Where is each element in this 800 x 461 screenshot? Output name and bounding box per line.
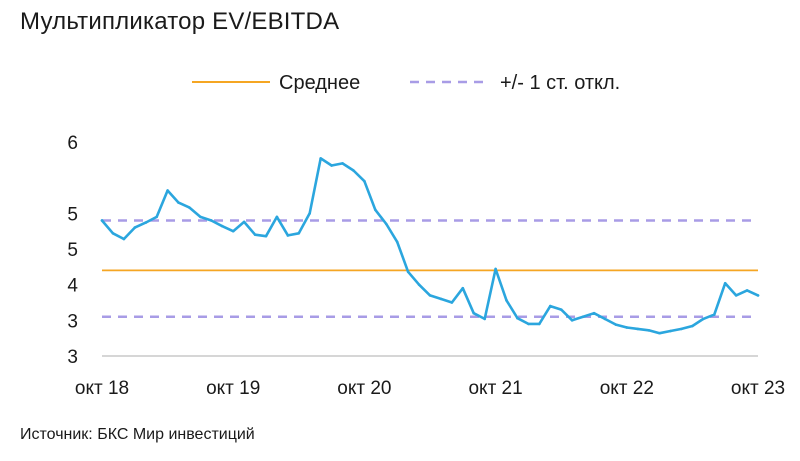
series-point [450, 301, 454, 304]
chart-title: Мультипликатор EV/EBITDA [20, 8, 340, 35]
series-point [647, 329, 650, 332]
series-point [144, 221, 148, 224]
series-point [395, 240, 399, 244]
series-point [308, 212, 312, 215]
source-note: Источник: БКС Мир инвестиций [20, 426, 255, 443]
series-point [538, 322, 541, 326]
series-point [253, 233, 257, 237]
series-point [417, 283, 421, 286]
y-tick-label: 5 [67, 204, 78, 225]
series-point [177, 201, 180, 204]
x-tick-label: окт 18 [75, 378, 129, 399]
y-tick-label: 3 [67, 311, 78, 332]
series-point [406, 270, 410, 274]
legend: Среднее +/- 1 ст. откл. [192, 72, 620, 94]
legend-mean-label: Среднее [279, 72, 360, 94]
series-point [472, 311, 476, 315]
y-tick-label: 5 [67, 240, 78, 261]
series-layer [100, 157, 760, 335]
series-point [723, 281, 727, 285]
series-point [592, 311, 596, 315]
series-point [614, 323, 618, 326]
y-axis-ticks: 6 5 5 4 3 3 [67, 133, 78, 368]
series-point [570, 319, 574, 322]
series-point [275, 215, 279, 219]
series-point [494, 267, 497, 271]
series-point [319, 157, 322, 160]
series-point [341, 162, 344, 165]
series-point [734, 294, 738, 297]
y-tick-label: 3 [67, 347, 78, 368]
series-point [297, 232, 301, 235]
series-point [625, 326, 629, 329]
series-point [712, 313, 716, 316]
series-point [483, 317, 486, 321]
series-point [516, 316, 519, 320]
series-point [352, 169, 355, 172]
series-point [264, 234, 268, 238]
series-point [745, 289, 749, 292]
series-point [461, 286, 465, 290]
x-tick-label: окт 19 [206, 378, 260, 399]
series-point [548, 304, 552, 308]
x-tick-label: окт 20 [337, 378, 391, 399]
series-point [155, 215, 158, 219]
series-point [374, 208, 377, 212]
series-point [691, 324, 694, 328]
series-point [581, 315, 585, 319]
series-point [166, 189, 169, 192]
series-line [100, 157, 760, 335]
series-point [286, 234, 290, 237]
series-point [702, 317, 705, 321]
legend-std-label: +/- 1 ст. откл. [500, 72, 620, 94]
series-point [199, 215, 202, 219]
series-point [133, 226, 137, 229]
series-point [242, 220, 246, 224]
series-point [428, 294, 432, 297]
series-point [636, 327, 640, 331]
series-point [100, 219, 104, 222]
series-point [658, 331, 661, 335]
series-point [330, 164, 333, 167]
x-axis-ticks: окт 18 окт 19 окт 20 окт 21 окт 22 окт 23 [75, 378, 785, 399]
series-point [527, 322, 530, 326]
y-tick-label: 4 [67, 276, 78, 297]
series-point [122, 237, 126, 241]
series-point [111, 232, 115, 235]
series-point [188, 206, 191, 209]
series-point [505, 299, 508, 302]
series-point [384, 222, 388, 226]
series-point [363, 179, 366, 183]
series-point [680, 327, 683, 331]
series-point [231, 229, 235, 233]
series-point [220, 224, 224, 228]
series-point [210, 219, 213, 222]
series-point [603, 317, 607, 321]
series-point [756, 294, 760, 297]
x-tick-label: окт 23 [731, 378, 785, 399]
reference-lines [102, 219, 758, 319]
x-tick-label: окт 22 [600, 378, 654, 399]
x-tick-label: окт 21 [468, 378, 522, 399]
y-tick-label: 6 [67, 133, 78, 154]
series-point [559, 308, 563, 311]
series-point [439, 297, 443, 301]
series-point [669, 329, 672, 333]
